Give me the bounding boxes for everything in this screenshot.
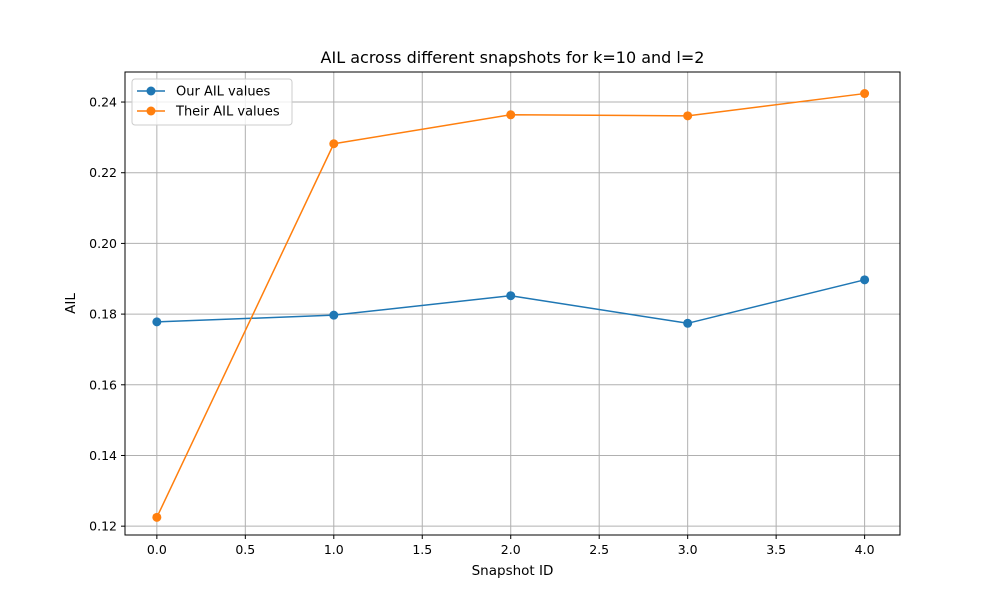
y-tick-label: 0.18 [89, 307, 117, 322]
legend: Our AIL values Their AIL values [131, 78, 293, 126]
data-point [683, 111, 693, 121]
chart-title: AIL across different snapshots for k=10 … [321, 48, 705, 67]
x-tick-label: 3.5 [766, 542, 786, 557]
y-tick-label: 0.12 [89, 519, 117, 534]
legend-label-our-ail: Our AIL values [176, 85, 271, 100]
legend-label-their-ail: Their AIL values [175, 105, 280, 120]
x-tick-label: 1.0 [324, 542, 344, 557]
x-tick-label: 1.5 [412, 542, 432, 557]
legend-marker-our-ail [146, 86, 156, 96]
data-point [329, 310, 339, 320]
x-axis-label: Snapshot ID [472, 563, 554, 579]
data-point [506, 110, 516, 120]
y-tick-label: 0.14 [89, 448, 117, 463]
x-tick-label: 4.0 [855, 542, 875, 557]
y-axis-label: AIL [63, 293, 79, 314]
data-point [860, 275, 870, 285]
x-tick-label: 0.5 [235, 542, 255, 557]
data-point [329, 139, 339, 149]
data-point [860, 89, 870, 99]
y-tick-label: 0.22 [89, 165, 117, 180]
grid [125, 72, 900, 535]
x-tick-label: 2.5 [589, 542, 609, 557]
data-point [152, 512, 162, 522]
x-tick-label: 3.0 [678, 542, 698, 557]
data-point [683, 318, 693, 328]
x-tick-label: 0.0 [147, 542, 167, 557]
legend-box [131, 78, 293, 126]
data-point [152, 317, 162, 327]
y-tick-label: 0.20 [89, 236, 117, 251]
y-tick-label: 0.24 [89, 95, 117, 110]
x-tick-label: 2.0 [501, 542, 521, 557]
y-tick-label: 0.16 [89, 377, 117, 392]
plot-frame [124, 71, 901, 536]
legend-marker-their-ail [146, 106, 156, 116]
ticks: 0.0 0.5 1.0 1.5 2.0 2.5 3.0 3.5 4.0 0.12 0.14 0.16 0… [89, 95, 874, 557]
data-point [506, 291, 516, 301]
series-layer [152, 89, 870, 522]
